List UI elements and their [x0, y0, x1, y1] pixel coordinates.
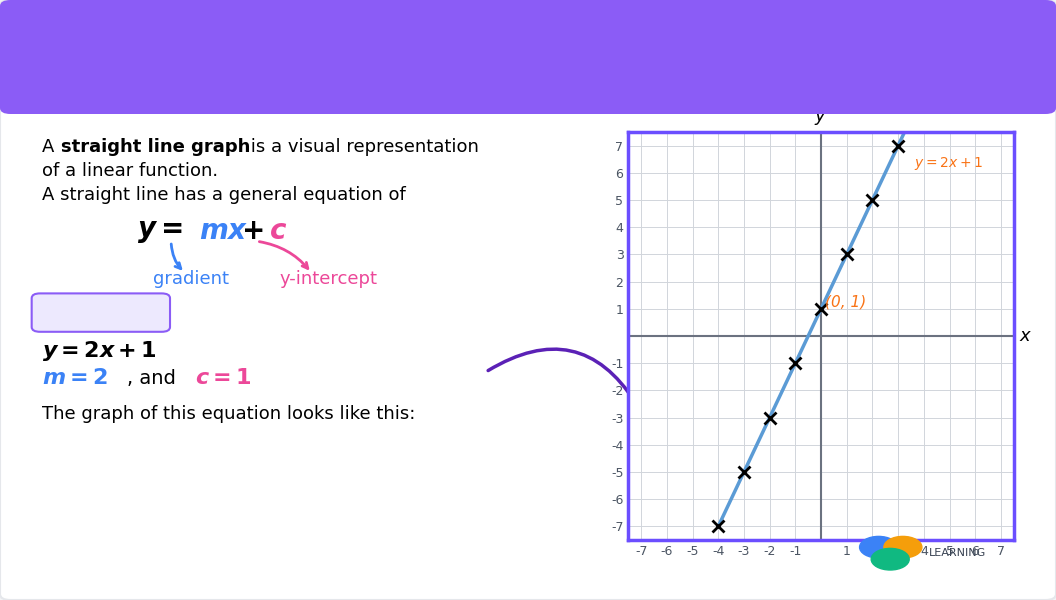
Text: $y$: $y$	[814, 109, 828, 127]
Text: (0, 1): (0, 1)	[825, 294, 866, 309]
Text: is a visual representation: is a visual representation	[245, 138, 478, 156]
Text: $y = 2x + 1$: $y = 2x + 1$	[913, 155, 983, 172]
Text: The graph of this equation looks like this:: The graph of this equation looks like th…	[42, 405, 416, 423]
Text: $x$: $x$	[1019, 327, 1032, 345]
Text: straight line graph: straight line graph	[61, 138, 250, 156]
Text: Straight Line Graphs: Straight Line Graphs	[58, 38, 512, 76]
Text: $\boldsymbol{mx}$: $\boldsymbol{mx}$	[199, 217, 248, 245]
Text: $\boldsymbol{y = }$: $\boldsymbol{y = }$	[137, 217, 183, 245]
Text: ✏ Example: ✏ Example	[65, 304, 156, 322]
Text: , and: , and	[127, 368, 182, 388]
Text: THIRD SPACE
LEARNING: THIRD SPACE LEARNING	[929, 534, 1002, 558]
Text: gradient: gradient	[153, 270, 229, 288]
Text: $\boldsymbol{y = 2x + 1}$: $\boldsymbol{y = 2x + 1}$	[42, 339, 157, 363]
Text: A: A	[42, 138, 60, 156]
Text: $\boldsymbol{c = 1}$: $\boldsymbol{c = 1}$	[195, 368, 252, 388]
Text: A straight line has a general equation of: A straight line has a general equation o…	[42, 186, 406, 204]
Text: $\boldsymbol{c}$: $\boldsymbol{c}$	[269, 217, 287, 245]
Text: of a linear function.: of a linear function.	[42, 162, 219, 180]
Text: $\boldsymbol{m = 2}$: $\boldsymbol{m = 2}$	[42, 368, 108, 388]
Text: y-intercept: y-intercept	[280, 270, 378, 288]
Text: $\boldsymbol{+}$: $\boldsymbol{+}$	[241, 217, 263, 245]
